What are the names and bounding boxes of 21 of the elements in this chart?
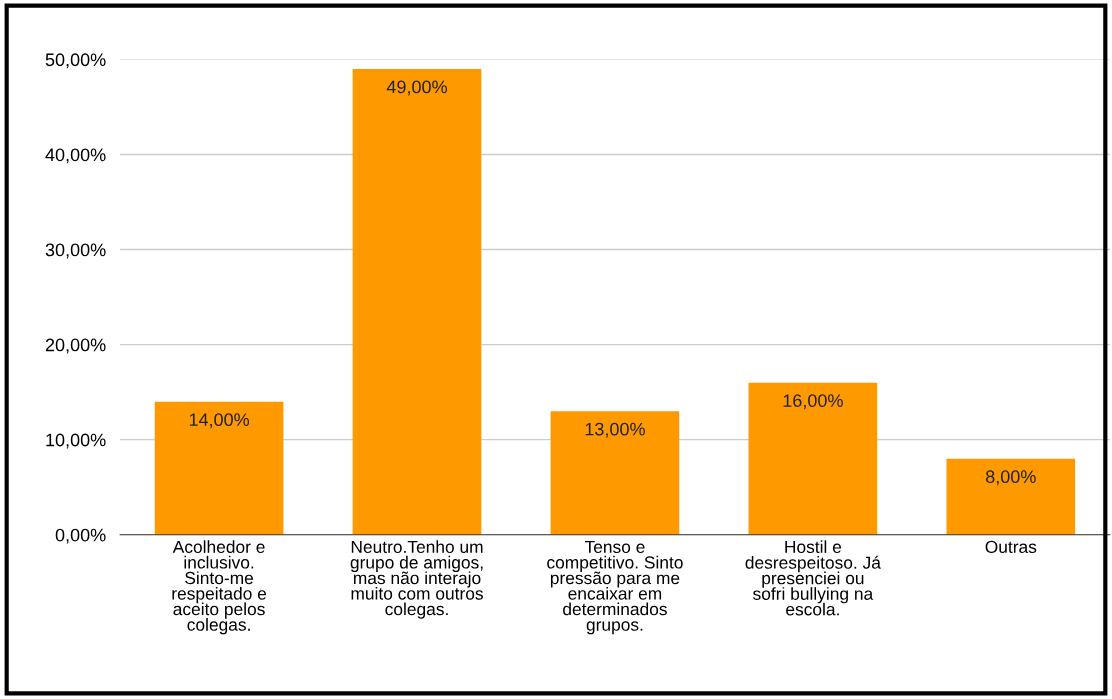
bar: [748, 382, 878, 535]
bar: [154, 401, 284, 535]
y-tick-label: 50,00%: [45, 53, 106, 69]
x-tick-label: Hostil e desrespeitoso. Já presenciei ou sofri bullying na escola.: [745, 540, 881, 616]
y-tick-label: 20,00%: [45, 338, 106, 354]
bar: [946, 458, 1076, 535]
y-tick-label: 10,00%: [46, 433, 106, 449]
data-label: 8,00%: [986, 470, 1036, 486]
data-label: 16,00%: [783, 394, 843, 410]
x-tick-label: Outras: [985, 540, 1037, 554]
y-tick-label: 0,00%: [55, 528, 106, 544]
x-tick-label: Acolhedor e inclusivo. Sinto-me respeitado e aceito pelos colegas.: [172, 540, 267, 635]
y-tick-label: 30,00%: [45, 243, 106, 259]
x-tick-label: Tenso e competitivo. Sinto pressão para me encaixar em determinados grupos.: [547, 540, 683, 635]
x-tick-label: Neutro.Tenho um grupo de amigos, mas não interajo muito com outros colegas.: [350, 540, 483, 619]
data-label: 13,00%: [585, 422, 645, 438]
data-label: 49,00%: [386, 80, 447, 96]
data-label: 14,00%: [189, 413, 250, 429]
bar: [352, 68, 482, 535]
y-tick-label: 40,00%: [45, 148, 106, 164]
bar: [550, 411, 680, 535]
